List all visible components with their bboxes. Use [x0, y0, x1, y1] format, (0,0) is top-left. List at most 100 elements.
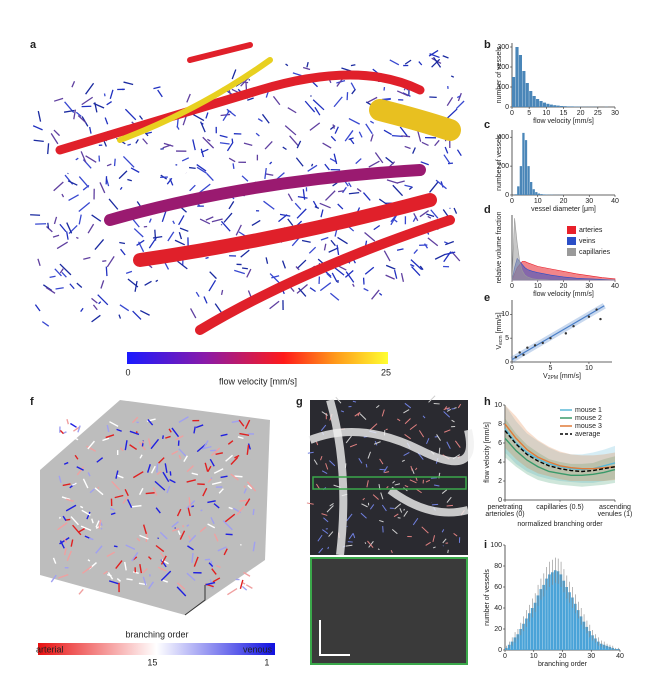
bar: [519, 629, 522, 650]
x-tick-label: 20: [559, 653, 567, 660]
branch: [200, 509, 203, 512]
branch: [179, 530, 186, 540]
bar: [585, 626, 589, 650]
capillary: [242, 267, 248, 270]
capillary: [429, 181, 439, 193]
capillary: [304, 100, 316, 113]
capillary: [133, 228, 144, 238]
capillary: [396, 90, 409, 97]
capillary: [279, 213, 291, 217]
capillary: [228, 201, 235, 210]
vessel: [401, 459, 405, 462]
branch: [244, 498, 251, 507]
x-tick-label: 20: [560, 283, 568, 290]
capillary: [265, 91, 269, 98]
branch: [212, 577, 221, 583]
colorbar-tick: 15: [147, 657, 157, 667]
label-part: [mm/s]: [496, 312, 503, 335]
branch: [223, 548, 228, 556]
branch: [61, 496, 71, 501]
vessel: [442, 538, 447, 544]
capillary: [261, 113, 270, 124]
capillary: [350, 82, 356, 90]
vessel: [345, 435, 352, 444]
vessel: [421, 526, 429, 534]
vessel: [364, 542, 367, 545]
vessel: [415, 477, 418, 481]
label-sub: ecm: [498, 335, 504, 344]
capillary: [205, 256, 209, 259]
branch: [72, 524, 82, 536]
bar: [570, 106, 574, 107]
point: [595, 308, 598, 311]
bar: [542, 194, 546, 195]
capillary: [226, 142, 234, 152]
vessel: [307, 451, 314, 454]
capillary: [181, 157, 190, 162]
capillary: [443, 241, 449, 244]
x-tick-label: 0: [510, 365, 514, 372]
capillary: [383, 250, 391, 262]
capillary: [139, 115, 144, 120]
branch: [208, 562, 214, 567]
capillary: [295, 266, 300, 271]
capillary: [408, 186, 413, 191]
bar: [553, 105, 557, 107]
capillary: [54, 268, 62, 277]
branch: [129, 444, 138, 451]
bar: [530, 182, 533, 195]
branch: [87, 559, 91, 562]
capillary: [426, 213, 435, 218]
vessel: [366, 480, 369, 488]
branch: [131, 552, 139, 562]
bar: [571, 597, 574, 650]
capillary: [240, 249, 250, 258]
branch: [227, 587, 238, 596]
capillary: [105, 266, 108, 277]
capillary: [206, 173, 214, 181]
y-tick-label: 60: [494, 584, 502, 591]
branch: [76, 466, 84, 471]
capillary: [446, 96, 454, 107]
vessel: [320, 455, 323, 461]
capillary: [421, 141, 429, 147]
bar: [542, 584, 545, 650]
capillary: [32, 125, 43, 131]
capillary: [319, 202, 331, 209]
vessel: [387, 486, 470, 517]
x-tick-label: 10: [534, 283, 542, 290]
capillary: [59, 223, 67, 233]
point: [572, 325, 575, 328]
branch: [108, 580, 119, 585]
x-tick-label: 40: [616, 653, 624, 660]
y-tick-label: 0: [505, 359, 509, 366]
capillary: [420, 161, 429, 166]
capillary: [427, 237, 439, 247]
branch: [122, 496, 129, 504]
capillary: [404, 184, 413, 188]
branch: [129, 430, 140, 436]
branch: [86, 511, 91, 520]
capillary: [87, 223, 95, 234]
capillary: [287, 107, 297, 114]
x-tick-label: venules (1): [598, 511, 633, 518]
capillary: [410, 263, 415, 267]
panel-letter: b: [484, 39, 491, 51]
capillary: [445, 108, 458, 120]
bar: [588, 631, 591, 650]
vessel: [369, 504, 375, 510]
capillary: [78, 214, 82, 225]
capillary: [362, 192, 371, 201]
vessel: [329, 503, 334, 507]
vessel: [379, 458, 384, 465]
y-tick-label: 8: [498, 421, 502, 428]
capillary: [76, 236, 79, 239]
capillary: [33, 139, 44, 143]
capillary: [99, 182, 106, 194]
branch: [87, 472, 91, 477]
branch: [252, 541, 256, 552]
capillary: [172, 220, 176, 225]
capillary: [153, 86, 161, 90]
branch: [82, 478, 89, 489]
bar: [529, 91, 533, 107]
